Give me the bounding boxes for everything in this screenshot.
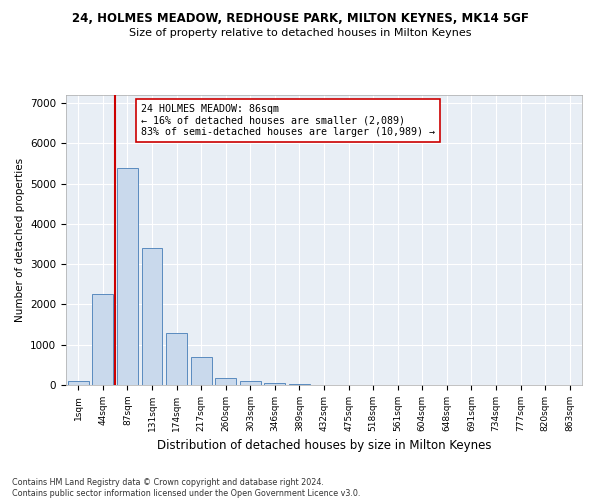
Bar	[117, 168, 138, 385]
Bar	[265, 382, 286, 385]
Bar	[92, 294, 113, 385]
Bar	[289, 384, 310, 385]
X-axis label: Distribution of detached houses by size in Milton Keynes: Distribution of detached houses by size …	[157, 440, 491, 452]
Text: 24 HOLMES MEADOW: 86sqm
← 16% of detached houses are smaller (2,089)
83% of semi: 24 HOLMES MEADOW: 86sqm ← 16% of detache…	[141, 104, 435, 137]
Bar	[215, 378, 236, 385]
Bar	[142, 248, 163, 385]
Bar	[240, 381, 261, 385]
Bar	[191, 357, 212, 385]
Text: Contains HM Land Registry data © Crown copyright and database right 2024.
Contai: Contains HM Land Registry data © Crown c…	[12, 478, 361, 498]
Text: 24, HOLMES MEADOW, REDHOUSE PARK, MILTON KEYNES, MK14 5GF: 24, HOLMES MEADOW, REDHOUSE PARK, MILTON…	[71, 12, 529, 26]
Y-axis label: Number of detached properties: Number of detached properties	[14, 158, 25, 322]
Bar	[68, 381, 89, 385]
Bar	[166, 332, 187, 385]
Text: Size of property relative to detached houses in Milton Keynes: Size of property relative to detached ho…	[129, 28, 471, 38]
